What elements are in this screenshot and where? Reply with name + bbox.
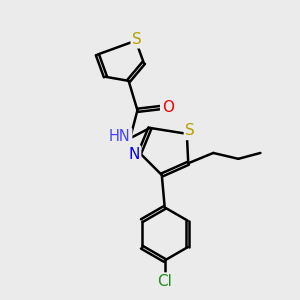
Text: S: S <box>185 123 195 138</box>
Text: Cl: Cl <box>157 274 172 289</box>
Text: N: N <box>128 147 140 162</box>
Text: O: O <box>162 100 174 115</box>
Text: HN: HN <box>109 129 131 144</box>
Text: S: S <box>132 32 142 47</box>
